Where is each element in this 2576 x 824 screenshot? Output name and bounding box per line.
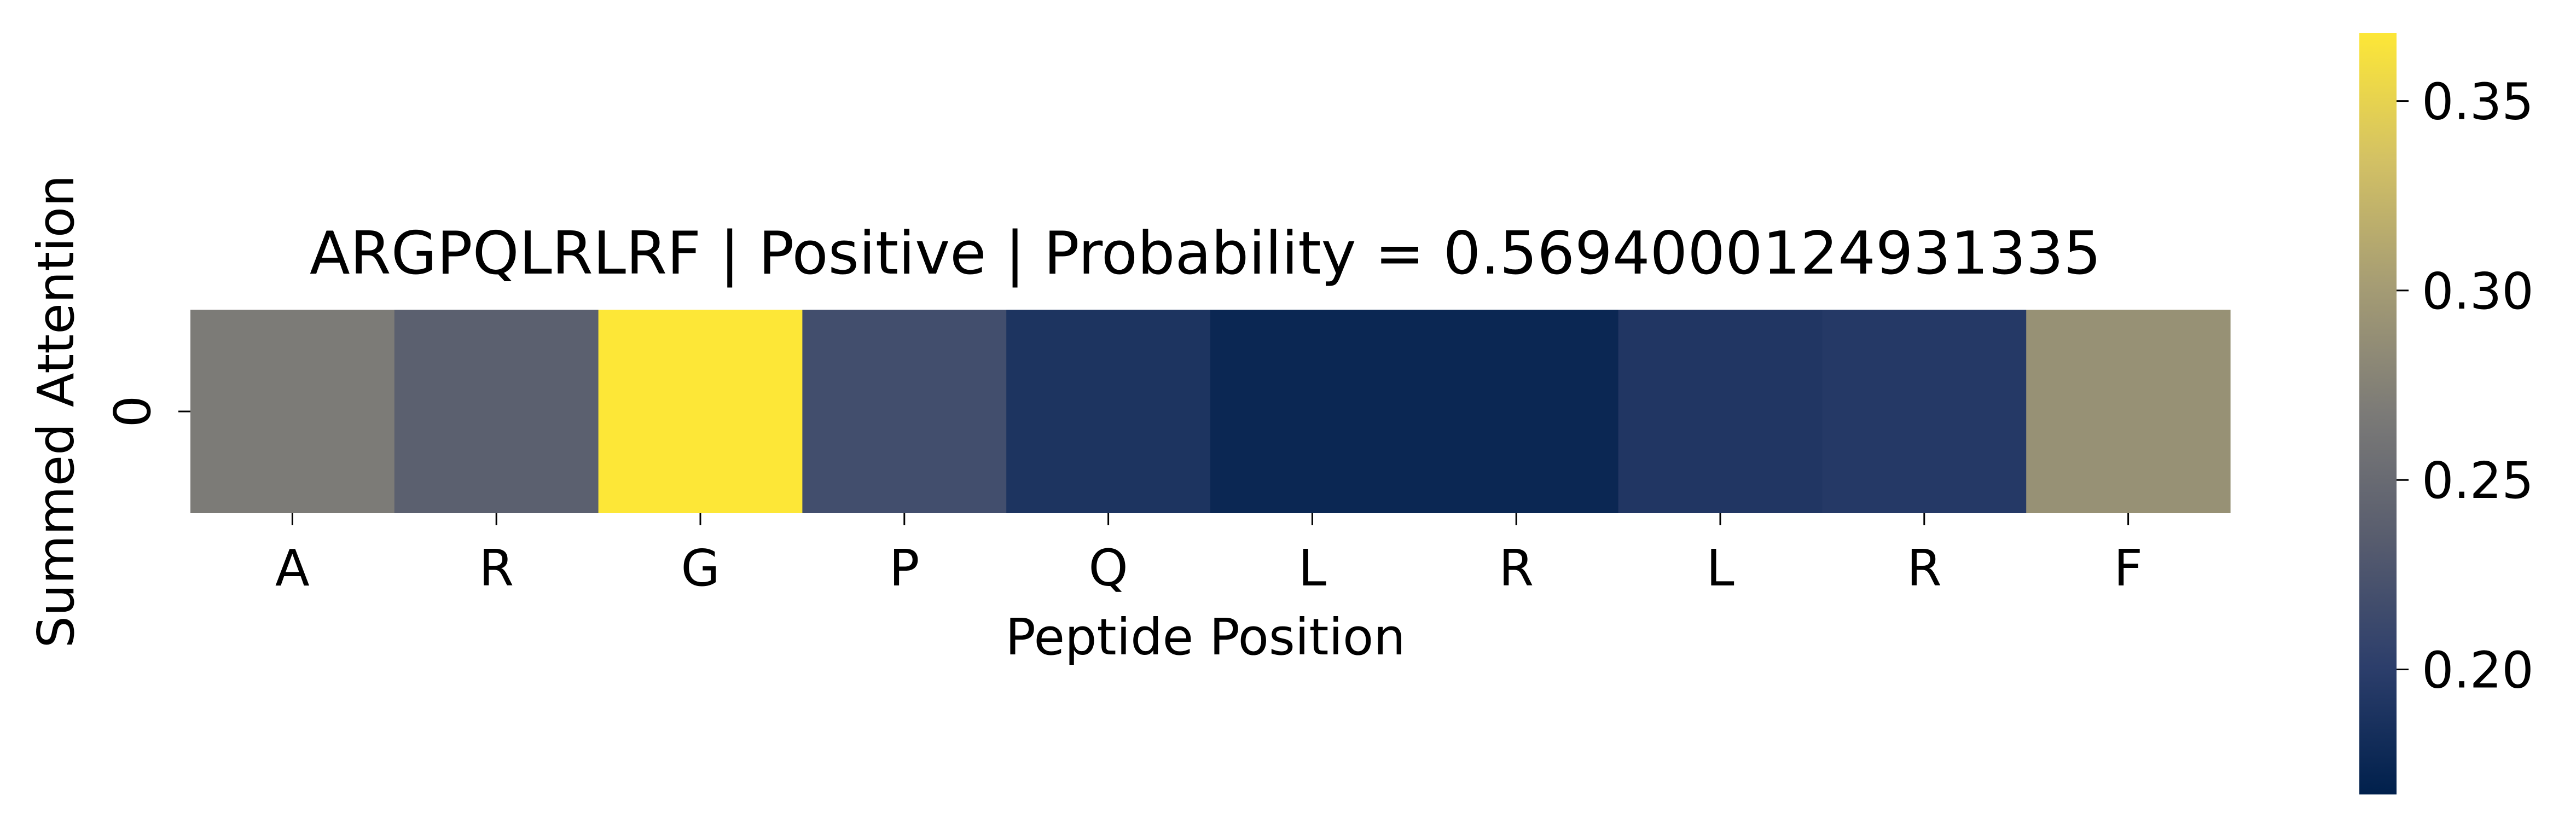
colorbar-ticks: 0.20 0.25 0.30 0.35 <box>2397 73 2534 699</box>
heatmap-cell <box>394 310 599 513</box>
heatmap-cell <box>1210 310 1415 513</box>
chart-title: ARGPQLRLRF | Positive | Probability = 0.… <box>310 219 2101 288</box>
x-axis-label: Peptide Position <box>1005 608 1405 666</box>
x-tick-label: G <box>681 539 720 597</box>
heatmap-cell <box>1822 310 2027 513</box>
x-tick-label: R <box>1907 539 1942 597</box>
heatmap-cell <box>1414 310 1619 513</box>
heatmap-cell <box>802 310 1007 513</box>
y-axis-label: Summed Attention <box>27 175 85 648</box>
colorbar-tick-label: 0.30 <box>2422 262 2534 321</box>
x-tick-label: R <box>479 539 514 597</box>
y-axis-ticks: 0 <box>103 396 190 428</box>
heatmap-cells <box>190 310 2231 513</box>
x-tick-label: P <box>889 539 919 597</box>
colorbar-tick-label: 0.20 <box>2422 641 2534 699</box>
colorbar <box>2359 33 2397 794</box>
heatmap-cell <box>2026 310 2231 513</box>
x-tick-label: L <box>1298 539 1326 597</box>
heatmap-cell <box>190 310 395 513</box>
x-tick-label: F <box>2114 539 2143 597</box>
colorbar-tick-label: 0.25 <box>2422 451 2534 510</box>
x-tick-label: Q <box>1088 539 1128 597</box>
heatmap-cell <box>598 310 803 513</box>
colorbar-tick-label: 0.35 <box>2422 73 2534 131</box>
heatmap-cell <box>1618 310 1823 513</box>
x-tick-label: A <box>275 539 310 597</box>
y-tick-label: 0 <box>103 396 162 428</box>
x-tick-label: L <box>1706 539 1734 597</box>
heatmap-cell <box>1006 310 1211 513</box>
x-tick-label: R <box>1499 539 1534 597</box>
